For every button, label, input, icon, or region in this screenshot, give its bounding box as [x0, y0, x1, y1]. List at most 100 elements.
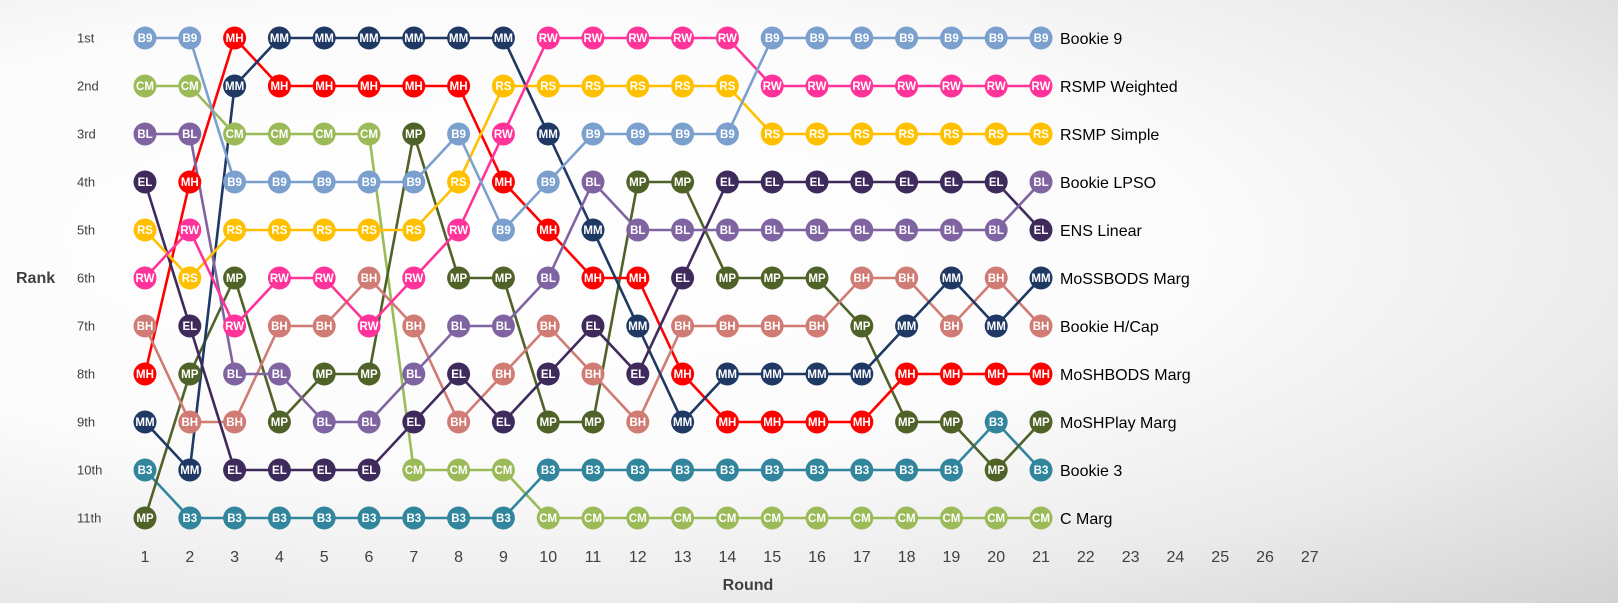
y-axis-title: Rank: [16, 270, 55, 287]
marker-label: BL: [361, 417, 376, 429]
marker-mp: MP: [491, 266, 515, 290]
marker-label: B9: [496, 225, 511, 237]
marker-dot: [223, 122, 247, 146]
marker-rs: RS: [133, 218, 157, 242]
y-tick-label: 3rd: [77, 127, 96, 142]
marker-mp: MP: [536, 410, 560, 434]
marker-dot: [984, 506, 1008, 530]
x-tick-label: 25: [1211, 549, 1229, 566]
marker-b9: B9: [626, 122, 650, 146]
marker-mh: MH: [850, 410, 874, 434]
marker-label: MH: [270, 81, 288, 93]
marker-dot: [715, 26, 739, 50]
marker-mm: MM: [850, 362, 874, 386]
marker-rw: RW: [178, 218, 202, 242]
marker-label: CM: [136, 81, 154, 93]
marker-label: BL: [272, 369, 287, 381]
marker-mh: MH: [133, 362, 157, 386]
marker-dot: [223, 170, 247, 194]
legend-label-b3: Bookie 3: [1060, 463, 1122, 480]
marker-el: EL: [895, 170, 919, 194]
marker-dot: [1029, 170, 1053, 194]
marker-label: MM: [763, 369, 782, 381]
y-tick-label: 8th: [77, 367, 95, 382]
marker-label: RS: [182, 273, 198, 285]
marker-label: BH: [137, 321, 154, 333]
marker-mm: MM: [939, 266, 963, 290]
marker-label: B9: [765, 33, 780, 45]
marker-dot: [178, 314, 202, 338]
marker-label: MM: [807, 369, 826, 381]
marker-rw: RW: [447, 218, 471, 242]
marker-rs: RS: [626, 74, 650, 98]
marker-dot: [984, 266, 1008, 290]
marker-dot: [133, 362, 157, 386]
marker-label: CM: [270, 129, 288, 141]
marker-label: BL: [541, 273, 556, 285]
marker-label: RS: [540, 81, 556, 93]
marker-dot: [133, 506, 157, 530]
marker-dot: [760, 26, 784, 50]
marker-b3: B3: [715, 458, 739, 482]
marker-label: RS: [809, 129, 825, 141]
marker-label: EL: [854, 177, 869, 189]
marker-label: RS: [1033, 129, 1049, 141]
marker-label: RW: [180, 225, 199, 237]
marker-rs: RS: [895, 122, 919, 146]
marker-cm: CM: [805, 506, 829, 530]
marker-b9: B9: [581, 122, 605, 146]
marker-dot: [805, 410, 829, 434]
marker-label: BH: [181, 417, 198, 429]
marker-mp: MP: [805, 266, 829, 290]
y-tick-label: 5th: [77, 223, 95, 238]
marker-label: B3: [362, 513, 377, 525]
marker-b9: B9: [895, 26, 919, 50]
marker-dot: [671, 266, 695, 290]
marker-label: RS: [271, 225, 287, 237]
marker-dot: [671, 506, 695, 530]
marker-label: MM: [673, 417, 692, 429]
legend-label-cm: C Marg: [1060, 511, 1112, 528]
marker-dot: [626, 170, 650, 194]
marker-dot: [491, 170, 515, 194]
marker-dot: [536, 74, 560, 98]
marker-b3: B3: [626, 458, 650, 482]
marker-label: MH: [942, 369, 960, 381]
marker-el: EL: [491, 410, 515, 434]
marker-mh: MH: [760, 410, 784, 434]
x-axis-title: Round: [723, 577, 774, 594]
marker-rw: RW: [895, 74, 919, 98]
marker-dot: [805, 314, 829, 338]
marker-dot: [805, 266, 829, 290]
marker-rw: RW: [223, 314, 247, 338]
marker-dot: [984, 362, 1008, 386]
marker-label: MH: [987, 369, 1005, 381]
marker-dot: [895, 170, 919, 194]
marker-dot: [850, 26, 874, 50]
marker-dot: [895, 410, 919, 434]
marker-el: EL: [178, 314, 202, 338]
marker-label: EL: [362, 465, 377, 477]
marker-label: MM: [225, 81, 244, 93]
marker-dot: [267, 362, 291, 386]
marker-dot: [267, 506, 291, 530]
marker-dot: [223, 410, 247, 434]
marker-dot: [715, 410, 739, 434]
marker-b9: B9: [491, 218, 515, 242]
marker-label: B9: [362, 177, 377, 189]
marker-mh: MH: [1029, 362, 1053, 386]
marker-b9: B9: [312, 170, 336, 194]
marker-label: CM: [181, 81, 199, 93]
marker-label: EL: [272, 465, 287, 477]
marker-label: MP: [271, 417, 289, 429]
legend-label-el: ENS Linear: [1060, 223, 1142, 240]
marker-dot: [715, 74, 739, 98]
marker-mm: MM: [402, 26, 426, 50]
marker-label: EL: [182, 321, 197, 333]
x-tick-label: 16: [808, 549, 826, 566]
marker-bh: BH: [491, 362, 515, 386]
marker-dot: [447, 266, 471, 290]
marker-dot: [447, 218, 471, 242]
marker-b9: B9: [357, 170, 381, 194]
